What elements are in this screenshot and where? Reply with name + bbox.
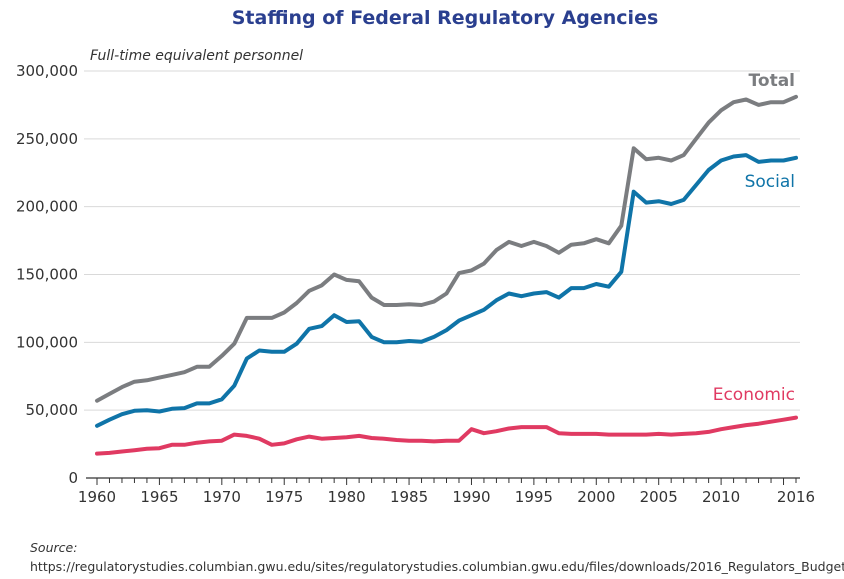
series-label-social: Social: [745, 172, 795, 192]
x-tick-label: 1985: [390, 488, 428, 506]
x-tick-label: 1975: [265, 488, 303, 506]
x-tick-label: 1980: [328, 488, 366, 506]
x-tick-label: 2016: [777, 488, 815, 506]
x-tick-label: 1995: [515, 488, 553, 506]
y-tick-label: 50,000: [26, 401, 79, 419]
y-tick-label: 100,000: [16, 333, 78, 351]
series-label-economic: Economic: [713, 385, 795, 405]
x-tick-label: 1990: [452, 488, 490, 506]
chart-subtitle: Full-time equivalent personnel: [90, 48, 303, 64]
series-line-total: [95, 94, 798, 403]
x-tick-label: 2005: [640, 488, 678, 506]
source-note: Source: https://regulatorystudies.columb…: [30, 538, 844, 576]
y-tick-label: 300,000: [16, 62, 78, 80]
series-line-social: [95, 153, 798, 428]
y-tick-label: 0: [68, 469, 78, 487]
y-tick-label: 200,000: [16, 198, 78, 216]
x-tick-label: 2010: [702, 488, 740, 506]
source-label: Source:: [30, 540, 78, 555]
chart-title: Staffing of Federal Regulatory Agencies: [232, 7, 659, 29]
series-label-total: Total: [749, 71, 795, 91]
y-tick-label: 150,000: [16, 266, 78, 284]
x-tick-label: 1965: [140, 488, 178, 506]
x-tick-label: 2000: [577, 488, 615, 506]
x-tick-label: 1970: [203, 488, 241, 506]
grid-lines: [84, 70, 800, 411]
series-labels: Total Social Economic: [713, 71, 795, 405]
series-line-economic: [95, 415, 798, 456]
y-tick-label: 250,000: [16, 130, 78, 148]
x-axis: 1960 1965 1970 1975 1980 1985 1990 1995 2000 2005…: [78, 477, 815, 506]
source-url: https://regulatorystudies.columbian.gwu.…: [30, 559, 844, 574]
y-axis: 0 50,000 100,000 150,000 200,000 250,000 300,0…: [16, 62, 78, 487]
series-lines: [95, 94, 798, 456]
x-tick-label: 1960: [78, 488, 116, 506]
